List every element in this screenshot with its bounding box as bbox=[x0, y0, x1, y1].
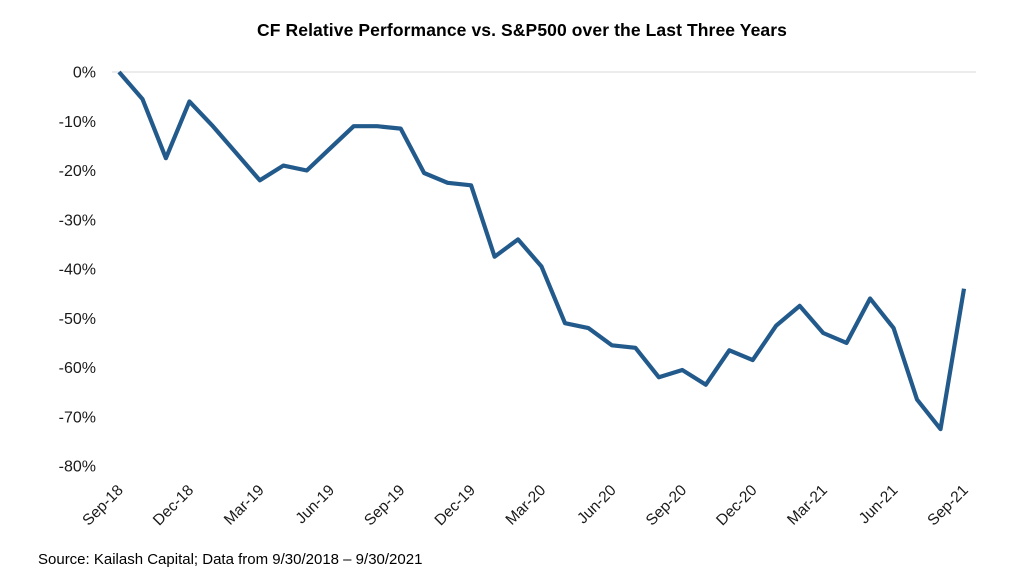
y-axis-tick-label: -30% bbox=[59, 212, 96, 229]
source-note: Source: Kailash Capital; Data from 9/30/… bbox=[38, 551, 423, 568]
y-axis-tick-label: -10% bbox=[59, 114, 96, 131]
y-axis-tick-label: 0% bbox=[73, 65, 96, 82]
x-axis-tick-label: Sep-20 bbox=[643, 482, 691, 530]
x-axis-tick-label: Dec-19 bbox=[432, 482, 479, 529]
chart-title: CF Relative Performance vs. S&P500 over … bbox=[257, 20, 787, 40]
x-axis-tick-label: Dec-20 bbox=[713, 482, 761, 530]
performance-line-series bbox=[117, 70, 967, 432]
y-axis-tick-label: -20% bbox=[59, 163, 96, 180]
y-axis-tick-label: -80% bbox=[59, 459, 96, 476]
x-axis-tick-label: Sep-19 bbox=[361, 482, 408, 529]
y-axis-tick-label: -60% bbox=[59, 360, 96, 377]
x-axis-tick-label: Dec-18 bbox=[150, 482, 197, 529]
x-axis-tick-label: Jun-21 bbox=[856, 482, 902, 528]
x-axis-tick-label: Jun-19 bbox=[293, 482, 339, 528]
y-axis-tick-label: -70% bbox=[59, 409, 96, 426]
x-axis-tick-label: Mar-20 bbox=[503, 482, 550, 529]
x-axis-tick-label: Mar-19 bbox=[221, 482, 268, 529]
y-axis-tick-label: -50% bbox=[59, 311, 96, 328]
y-axis-tick-label: -40% bbox=[59, 262, 96, 279]
x-axis-tick-label: Sep-21 bbox=[924, 482, 971, 529]
x-axis-tick-label: Jun-20 bbox=[574, 482, 620, 528]
x-axis-tick-label: Mar-21 bbox=[784, 482, 831, 529]
x-axis-tick-label: Sep-18 bbox=[79, 482, 126, 529]
